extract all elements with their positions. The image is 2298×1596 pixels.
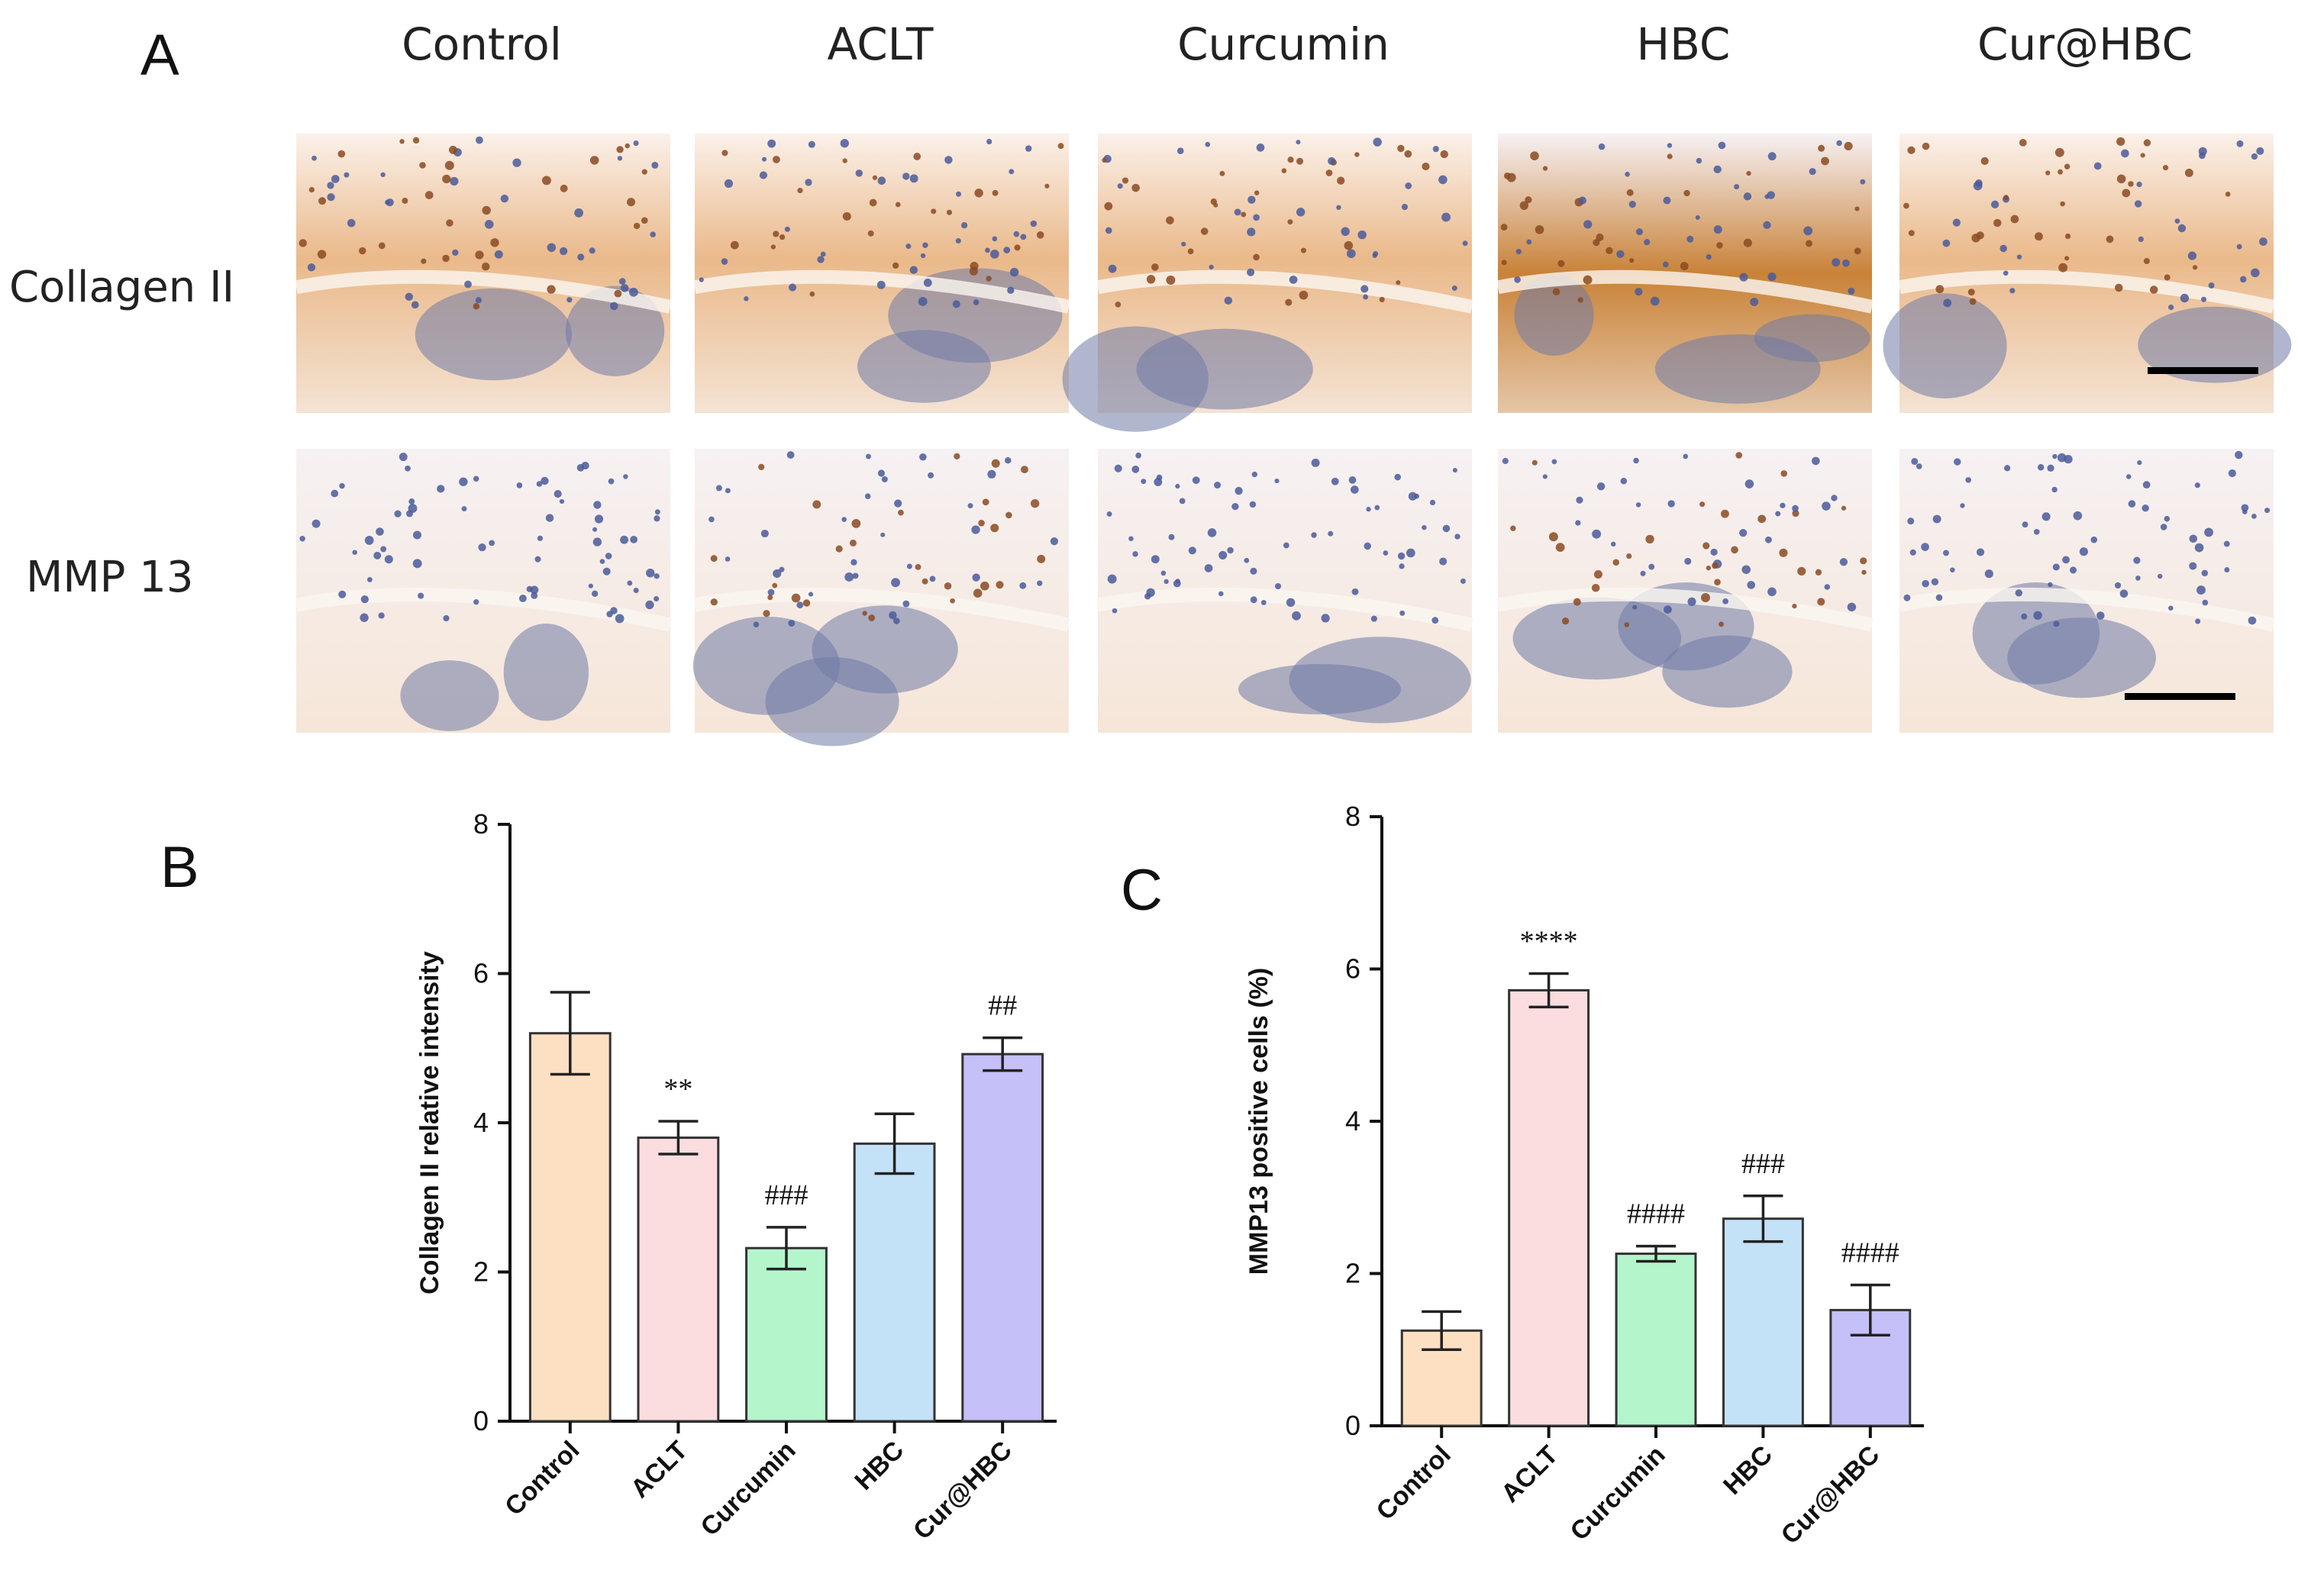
- error-bar-aclt: [658, 1120, 699, 1156]
- micrograph-column-headers: Control ACLT Curcumin HBC Cur@HBC: [402, 18, 2193, 70]
- significance-cur-hbc: ##: [988, 990, 1017, 1022]
- category-label-cur-hbc: Cur@HBC: [908, 1436, 1018, 1546]
- category-label-hbc: HBC: [1718, 1440, 1778, 1501]
- column-header-hbc: HBC: [1637, 18, 1731, 70]
- bar-aclt: [1508, 988, 1590, 1427]
- bar-aclt: [637, 1137, 720, 1423]
- significance-aclt: ****: [1520, 925, 1578, 957]
- micrograph-mmp-13-cur-hbc: [1898, 449, 2275, 733]
- chart-c: 0 2 4 6 8 MMP13 positive cells (%) Control ****…: [1244, 801, 1924, 1550]
- error-bar-control: [1422, 1310, 1462, 1351]
- column-header-curcumin: Curcumin: [1177, 18, 1389, 70]
- error-bar-aclt: [1528, 972, 1569, 1009]
- micrograph-mmp-13-curcumin: [1096, 449, 1473, 733]
- category-label-cur-hbc: Cur@HBC: [1776, 1440, 1886, 1550]
- significance-curcumin: ####: [1627, 1198, 1685, 1230]
- panel-label-b: B: [160, 835, 199, 900]
- column-header-control: Control: [402, 18, 562, 70]
- significance-cur-hbc: ####: [1841, 1236, 1899, 1269]
- row-header-collagen-ii: Collagen II: [9, 263, 234, 312]
- row-header-mmp-13: MMP 13: [26, 553, 193, 602]
- y-tick-label: 8: [1345, 801, 1360, 832]
- micrograph-mmp-13-aclt: [692, 449, 1070, 746]
- category-label-control: Control: [499, 1436, 585, 1521]
- error-bar-hbc: [1743, 1195, 1783, 1243]
- error-bar-control: [550, 991, 590, 1076]
- category-label-hbc: HBC: [849, 1436, 909, 1496]
- bar-hbc: [1722, 1217, 1804, 1427]
- error-bar-curcumin: [1636, 1244, 1676, 1263]
- y-axis-label: Collagen II relative intensity: [415, 951, 444, 1295]
- y-tick-label: 2: [1345, 1258, 1360, 1289]
- category-label-curcumin: Curcumin: [1565, 1440, 1671, 1546]
- error-bar-cur-hbc: [1850, 1283, 1890, 1337]
- y-axis-label: MMP13 positive cells (%): [1244, 968, 1273, 1275]
- column-header-cur-hbc: Cur@HBC: [1977, 18, 2193, 70]
- category-label-curcumin: Curcumin: [696, 1436, 802, 1542]
- category-label-aclt: ACLT: [1496, 1440, 1564, 1508]
- micrograph-grid: [295, 134, 2292, 746]
- y-tick-label: 4: [1345, 1105, 1360, 1137]
- column-header-aclt: ACLT: [828, 18, 934, 70]
- bar-cur-hbc: [961, 1053, 1044, 1423]
- error-bar-cur-hbc: [983, 1036, 1023, 1072]
- y-tick-label: 0: [1345, 1410, 1360, 1441]
- y-tick-label: 6: [1345, 953, 1360, 985]
- panel-label-a: A: [140, 23, 179, 88]
- micrograph-collagen-ii-hbc: [1496, 134, 1874, 413]
- micrograph-collagen-ii-aclt: [693, 134, 1070, 413]
- micrograph-mmp-13-control: [295, 449, 672, 733]
- significance-hbc: ###: [1741, 1148, 1785, 1180]
- bar-control: [528, 1032, 612, 1423]
- y-tick-label: 6: [473, 958, 489, 989]
- y-tick-label: 0: [473, 1405, 489, 1436]
- bar-hbc: [853, 1142, 936, 1423]
- error-bar-hbc: [874, 1112, 915, 1175]
- panel-label-c: C: [1121, 858, 1163, 923]
- error-bar-curcumin: [767, 1226, 806, 1271]
- y-tick-label: 8: [473, 808, 489, 840]
- micrograph-row-headers: Collagen II MMP 13: [9, 263, 234, 602]
- chart-b: 0 2 4 6 8 Collagen II relative intensity Contr…: [415, 808, 1057, 1546]
- bar-curcumin: [745, 1246, 828, 1423]
- category-label-aclt: ACLT: [625, 1436, 693, 1504]
- significance-aclt: **: [663, 1073, 692, 1105]
- micrograph-collagen-ii-cur-hbc: [1883, 134, 2292, 413]
- category-label-control: Control: [1371, 1440, 1457, 1526]
- micrograph-collagen-ii-curcumin: [1062, 134, 1473, 432]
- y-tick-label: 2: [473, 1256, 489, 1288]
- micrograph-collagen-ii-control: [295, 134, 672, 413]
- y-tick-label: 4: [473, 1107, 489, 1138]
- bar-curcumin: [1615, 1253, 1697, 1427]
- significance-curcumin: ###: [765, 1179, 808, 1211]
- micrograph-mmp-13-hbc: [1496, 449, 1874, 733]
